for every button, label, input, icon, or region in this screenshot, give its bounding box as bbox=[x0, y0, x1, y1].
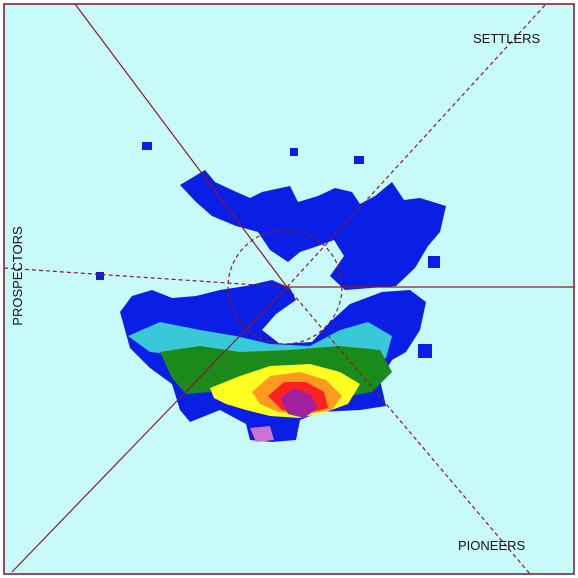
purple-region bbox=[250, 426, 274, 442]
solid-axis bbox=[74, 3, 288, 288]
blue-speck bbox=[96, 272, 104, 280]
purple-region bbox=[280, 388, 318, 418]
axes bbox=[3, 3, 574, 575]
label-pioneers: PIONEERS bbox=[458, 538, 526, 553]
blue-speck bbox=[142, 142, 152, 150]
blue-region bbox=[180, 170, 446, 290]
blue-speck bbox=[418, 344, 432, 358]
dashed-axis bbox=[286, 3, 547, 288]
center-circle bbox=[227, 229, 343, 345]
blue-speck bbox=[428, 256, 440, 268]
blue-speck bbox=[354, 156, 364, 164]
label-prospectors: PROSPECTORS bbox=[10, 226, 25, 326]
blue-speck bbox=[290, 148, 298, 156]
dashed-axis bbox=[3, 267, 288, 288]
solid-axis bbox=[11, 286, 288, 573]
label-settlers: SETTLERS bbox=[473, 31, 541, 46]
